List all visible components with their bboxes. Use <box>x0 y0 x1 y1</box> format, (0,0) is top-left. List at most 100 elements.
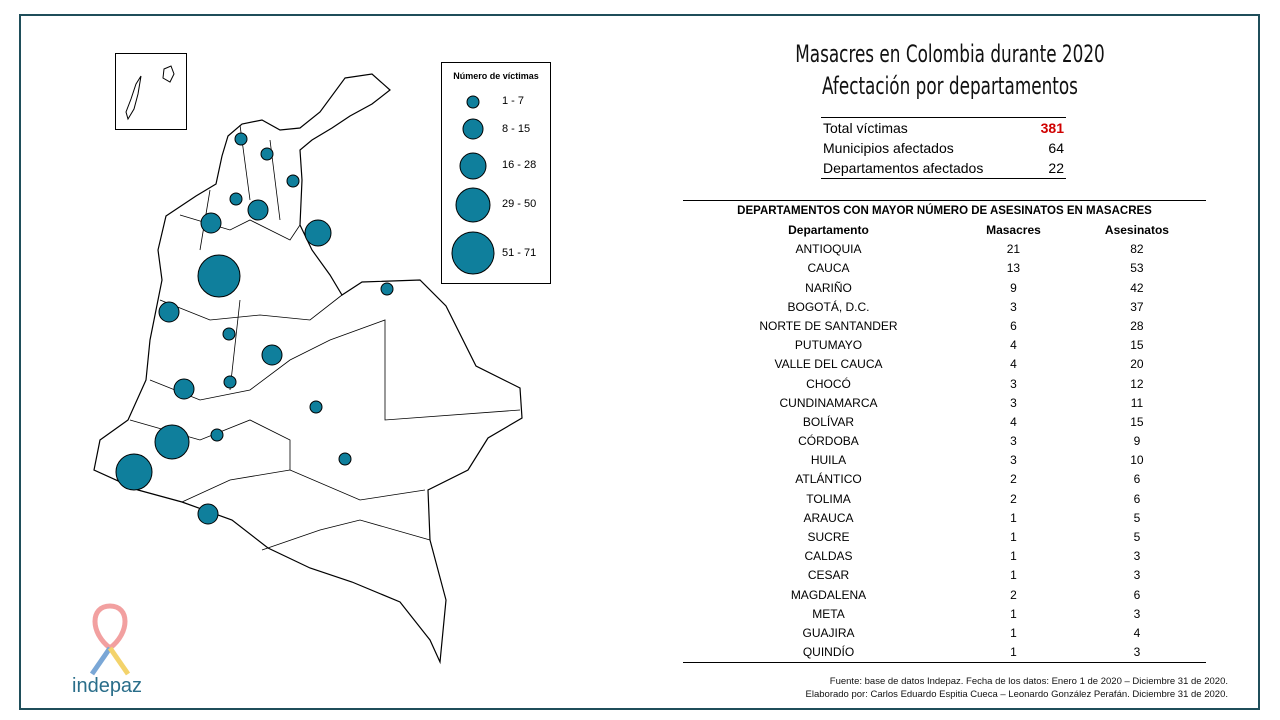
table-cell: 6 <box>1133 491 1141 506</box>
victims-bubble <box>309 400 323 414</box>
table-cell: BOLÍVAR <box>802 414 855 429</box>
table-cell: 1 <box>1010 606 1017 621</box>
islands-inset <box>115 53 187 130</box>
table-cell: 11 <box>1130 395 1144 410</box>
victims-bubble <box>260 147 274 161</box>
table-cell: 13 <box>1006 261 1021 276</box>
table-row: BOLÍVAR 4 15 <box>683 413 1206 432</box>
table-cell: 20 <box>1130 357 1144 372</box>
table-cell: CÓRDOBA <box>798 434 859 449</box>
map-legend: Número de víctimas 1 - 7 8 - 15 16 - 28 … <box>441 62 551 284</box>
table-row: QUINDÍO 1 3 <box>683 643 1206 662</box>
table-row: GUAJIRA 1 4 <box>683 624 1206 643</box>
victims-bubble <box>197 503 219 525</box>
table-cell: 5 <box>1133 530 1141 544</box>
table-row: ATLÁNTICO 2 6 <box>683 470 1206 489</box>
table-cell: 37 <box>1130 299 1144 314</box>
san-andres-islands-icon <box>125 65 175 121</box>
summary-row: Departamentos afectados 22 <box>821 158 1066 178</box>
table-cell: QUINDÍO <box>802 645 855 660</box>
victims-bubble <box>210 428 224 442</box>
table-cell: 3 <box>1133 606 1141 621</box>
table-cell: CALDAS <box>804 549 853 564</box>
table-cell: META <box>812 606 845 621</box>
table-cell: SUCRE <box>807 530 850 544</box>
table-cell: 6 <box>1010 318 1017 333</box>
victims-bubble <box>200 212 222 234</box>
table-cell: 4 <box>1010 338 1017 353</box>
summary-label: Departamentos afectados <box>823 160 984 176</box>
table-row: PUTUMAYO 4 15 <box>683 336 1206 355</box>
table-cell: 2 <box>1010 587 1017 602</box>
table-row: NORTE DE SANTANDER 6 28 <box>683 317 1206 336</box>
table-cell: 9 <box>1133 434 1141 449</box>
table-cell: 1 <box>1010 549 1017 564</box>
table-cell: ARAUCA <box>803 510 854 525</box>
table-cell: 2 <box>1010 491 1017 506</box>
summary-value: 64 <box>1048 140 1064 156</box>
victims-bubble <box>380 282 394 296</box>
summary-label: Total víctimas <box>823 120 908 136</box>
indepaz-ribbon-logo <box>89 603 131 676</box>
table-cell: CUNDINAMARCA <box>779 395 878 410</box>
summary-row: Total víctimas 381 <box>821 118 1066 138</box>
table-row: NARIÑO 9 42 <box>683 279 1206 298</box>
legend-label: 29 - 50 <box>502 198 537 210</box>
table-row: ANTIOQUIA 21 82 <box>683 240 1206 259</box>
table-cell: BOGOTÁ, D.C. <box>787 299 870 314</box>
table-row: CHOCÓ 3 12 <box>683 375 1206 394</box>
table-cell: 1 <box>1010 625 1017 640</box>
header-departamento: Departamento <box>788 223 869 237</box>
table-cell: CAUCA <box>807 261 850 276</box>
legend-bubble <box>451 231 495 275</box>
table-cell: 53 <box>1130 261 1144 276</box>
table-cell: VALLE DEL CAUCA <box>774 357 883 372</box>
table-cell: 3 <box>1133 645 1141 660</box>
table-cell: CESAR <box>807 568 850 583</box>
legend-label: 16 - 28 <box>502 159 537 171</box>
table-cell: CHOCÓ <box>806 376 851 391</box>
table-row: BOGOTÁ, D.C. 3 37 <box>683 298 1206 317</box>
table-cell: 4 <box>1010 357 1017 372</box>
table-cell: 3 <box>1133 549 1141 564</box>
legend-label: 1 - 7 <box>502 95 525 107</box>
colombia-map <box>93 73 523 665</box>
victims-bubble <box>229 192 243 206</box>
table-cell: 3 <box>1133 568 1141 583</box>
table-cell: 82 <box>1130 242 1144 257</box>
table-cell: 28 <box>1130 318 1144 333</box>
victims-bubble <box>304 219 332 247</box>
legend-bubble <box>459 152 487 180</box>
table-cell: TOLIMA <box>806 491 851 506</box>
table-cell: 3 <box>1010 453 1017 468</box>
victims-bubble <box>154 424 190 460</box>
table-cell: 4 <box>1133 625 1141 640</box>
table-cell: 6 <box>1133 472 1141 487</box>
table-caption: DEPARTAMENTOS CON MAYOR NÚMERO DE ASESIN… <box>737 205 1152 217</box>
table-cell: 3 <box>1010 434 1017 449</box>
table-row: MAGDALENA 2 6 <box>683 586 1206 605</box>
table-cell: 1 <box>1010 510 1017 525</box>
victims-bubble <box>261 344 283 366</box>
table-cell: 9 <box>1010 280 1017 295</box>
table-cell: 21 <box>1006 242 1021 257</box>
header-masacres: Masacres <box>986 223 1041 237</box>
victims-bubble <box>173 378 195 400</box>
table-row: CUNDINAMARCA 3 11 <box>683 394 1206 413</box>
table-cell: ATLÁNTICO <box>795 472 862 487</box>
title-line-1: Masacres en Colombia durante 2020 <box>795 40 1105 68</box>
table-cell: 12 <box>1130 376 1144 391</box>
table-cell: 15 <box>1130 338 1144 353</box>
summary-value: 381 <box>1040 120 1064 136</box>
table-row: META 1 3 <box>683 605 1206 624</box>
table-cell: GUAJIRA <box>802 625 855 640</box>
page-frame <box>19 14 1260 710</box>
departments-table: DEPARTAMENTOS CON MAYOR NÚMERO DE ASESIN… <box>683 200 1206 664</box>
victims-bubble <box>197 254 241 298</box>
table-cell: NORTE DE SANTANDER <box>759 318 898 333</box>
legend-bubble <box>455 187 491 223</box>
table-cell: NARIÑO <box>805 280 852 295</box>
table-cell: HUILA <box>810 453 847 468</box>
table-cell: 5 <box>1133 510 1141 525</box>
table-row: CAUCA 13 53 <box>683 259 1206 278</box>
